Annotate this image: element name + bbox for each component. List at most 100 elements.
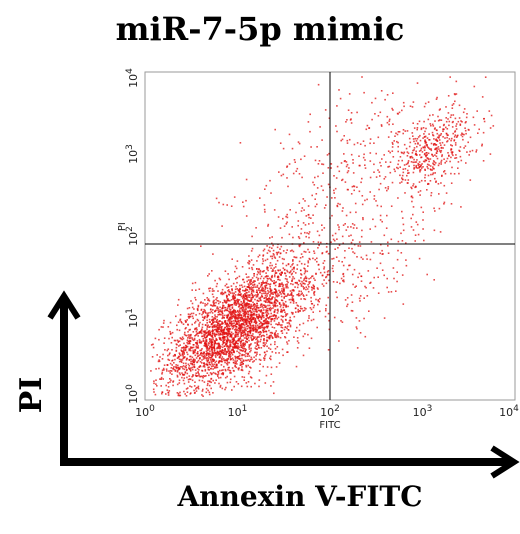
data-point [256,302,258,305]
data-point [179,394,182,397]
data-point [313,286,315,288]
data-point [190,347,192,349]
data-point [253,310,255,313]
data-point [225,333,228,335]
data-point [215,328,218,331]
data-point [227,332,229,335]
data-point [235,333,238,336]
data-point [214,326,217,328]
data-point [290,273,293,276]
data-point [217,371,220,374]
data-point [296,304,299,307]
data-point [196,352,199,355]
data-point [313,252,316,254]
data-point [201,354,203,357]
data-point [286,283,288,285]
data-point [271,318,274,320]
data-point [203,308,205,311]
data-point [269,306,272,309]
data-point [356,227,358,229]
data-point [416,128,418,131]
data-point [258,358,261,361]
data-point [304,269,307,272]
data-point [300,210,303,212]
data-point [170,367,173,369]
data-point [307,121,310,123]
data-point [236,329,238,331]
data-point [351,247,353,250]
data-point [387,188,389,190]
data-point [249,344,252,346]
data-point [447,152,449,154]
data-point [215,321,218,323]
data-point [292,283,294,286]
data-point [451,151,454,153]
data-point [286,269,288,272]
data-point [258,327,260,329]
data-point [213,290,215,292]
data-point [249,287,251,289]
data-point [190,367,192,369]
data-point [230,205,233,207]
data-point [190,349,192,352]
data-point [158,360,161,363]
data-point [402,132,404,135]
data-point [247,364,249,367]
y-axis-label: PI [14,376,49,414]
data-point [263,326,266,329]
data-point [243,333,245,336]
data-point [276,309,279,311]
data-point [180,338,182,340]
data-point [217,351,219,354]
data-point [397,141,399,144]
data-point [277,336,280,338]
data-point [364,164,366,166]
data-point [249,311,252,313]
data-point [287,325,289,328]
data-point [216,297,218,299]
data-point [429,123,432,125]
data-point [189,393,192,395]
data-point [214,328,217,331]
data-point [436,132,439,135]
data-point [439,108,441,110]
data-point [350,241,353,244]
data-point [161,369,164,371]
data-point [333,239,336,242]
data-point [187,381,190,383]
data-point [251,235,253,238]
data-point [181,374,184,376]
data-point [293,256,295,258]
data-point [319,126,321,128]
data-point [228,312,231,314]
data-point [335,256,338,258]
data-point [262,314,265,317]
data-point [303,242,305,244]
data-point [457,120,460,123]
data-point [209,334,211,336]
data-point [423,133,425,135]
data-point [270,289,273,292]
data-point [445,192,448,194]
data-point [201,375,204,378]
data-point [426,154,428,156]
data-point [210,335,212,337]
data-point [473,124,476,126]
data-point [307,260,309,262]
data-point [211,288,214,290]
data-point [328,152,330,155]
data-point [241,376,244,378]
data-point [427,167,429,170]
data-point [300,273,302,275]
data-point [201,328,203,330]
data-point [194,296,196,299]
data-point [254,328,256,331]
data-point [448,138,451,140]
data-point [248,284,250,287]
data-point [268,246,271,249]
data-point [272,304,274,306]
data-point [412,206,415,208]
data-point [275,295,277,297]
data-point [241,339,243,342]
data-point [256,339,259,342]
